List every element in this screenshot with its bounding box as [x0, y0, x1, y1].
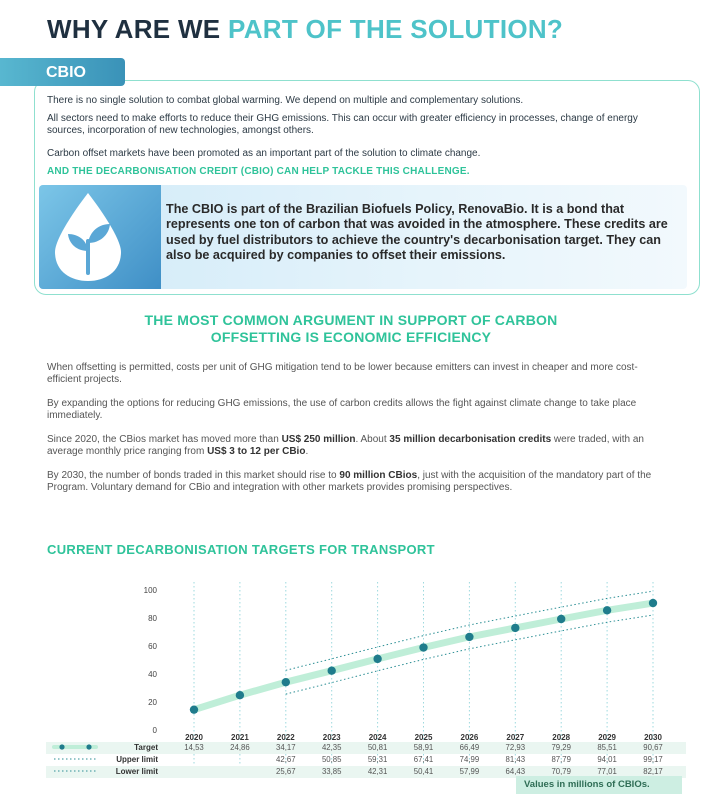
table-cell-value: 34,17	[276, 743, 296, 752]
water-drop-leaf-icon	[55, 193, 121, 281]
target-point	[327, 666, 336, 675]
p3-bold-amount: US$ 250 million	[281, 434, 356, 445]
table-cell-value: 81,43	[506, 755, 526, 764]
table-cell-value: 57,99	[460, 767, 480, 776]
table-cell-value: 74,99	[460, 755, 480, 764]
p3-text-e: were traded, with an average monthly pri…	[47, 434, 644, 457]
table-cell-value: 42,67	[276, 755, 296, 764]
table-cell-value: 42,31	[368, 767, 388, 776]
table-cell-value: 14,53	[184, 743, 204, 752]
p4-text-a: By 2030, the number of bonds traded in t…	[47, 470, 340, 481]
y-tick-label: 80	[148, 614, 157, 623]
x-tick-label: 2026	[461, 733, 479, 742]
table-cell-value: 25,67	[276, 767, 296, 776]
target-point	[648, 598, 658, 608]
argument-heading-line-2: OFFSETTING IS ECONOMIC EFFICIENCY	[210, 329, 492, 345]
table-cell-value: 64,43	[506, 767, 526, 776]
x-tick-label: 2022	[277, 733, 295, 742]
argument-paragraph-2: By expanding the options for reducing GH…	[47, 398, 637, 421]
target-point	[419, 643, 428, 652]
table-cell-value: 50,81	[368, 743, 388, 752]
table-row-label: Lower limit	[116, 767, 159, 776]
chart-title: CURRENT DECARBONISATION TARGETS FOR TRAN…	[47, 542, 435, 557]
table-cell-value: 90,67	[643, 743, 663, 752]
series-lower-limit-line	[285, 614, 654, 695]
table-cell-value: 67,41	[414, 755, 434, 764]
cbio-paragraph-1: There is no single solution to combat gl…	[47, 95, 524, 106]
title-dark-part: WHY ARE WE	[47, 14, 221, 44]
p3-bold-credits: 35 million decarbonisation credits	[389, 434, 552, 445]
x-tick-label: 2024	[369, 733, 387, 742]
table-row-label: Upper limit	[116, 755, 158, 764]
cbio-highlight: AND THE DECARBONISATION CREDIT (CBIO) CA…	[47, 166, 470, 177]
table-row-target-bg	[46, 742, 686, 754]
target-point	[373, 654, 382, 664]
x-tick-label: 2030	[644, 733, 662, 742]
p3-text-g: .	[305, 446, 309, 457]
target-point	[511, 623, 520, 633]
table-cell-value: 99,17	[643, 755, 663, 764]
table-cell-value: 70,79	[551, 767, 571, 776]
p3-text-a: Since 2020, the CBios market has moved m…	[47, 434, 282, 445]
x-tick-label: 2023	[323, 733, 341, 742]
table-cell-value: 50,85	[322, 755, 342, 764]
x-tick-label: 2028	[552, 733, 570, 742]
argument-paragraph-3: Since 2020, the CBios market has moved m…	[47, 434, 667, 458]
y-tick-label: 40	[148, 670, 157, 679]
table-cell-value: 85,51	[597, 743, 617, 752]
x-tick-label: 2029	[598, 733, 616, 742]
y-tick-label: 0	[153, 726, 158, 735]
table-cell-value: 79,29	[551, 743, 571, 752]
table-cell-value: 72,93	[506, 743, 526, 752]
y-tick-label: 20	[148, 698, 157, 707]
table-cell-value: 58,91	[414, 743, 434, 752]
x-tick-label: 2025	[415, 733, 433, 742]
table-cell-value: 24,86	[230, 743, 250, 752]
argument-paragraph-1: When offsetting is permitted, costs per …	[47, 362, 638, 385]
table-row-lower-bg	[46, 766, 686, 778]
cbio-paragraph-2: All sectors need to make efforts to redu…	[47, 113, 638, 136]
target-point	[602, 606, 612, 615]
table-cell-value: 33,85	[322, 767, 342, 776]
p4-bold-bonds: 90 million CBios	[339, 470, 418, 481]
series-upper-limit-line	[285, 590, 654, 671]
table-cell-value: 66,49	[460, 743, 480, 752]
values-note: Values in millions of CBIOs.	[516, 776, 682, 794]
target-point	[465, 632, 474, 642]
target-point	[189, 705, 199, 714]
cbio-section-border	[34, 80, 700, 295]
table-cell-value: 42,35	[322, 743, 342, 752]
table-cell-value: 77,01	[597, 767, 617, 776]
cbio-tab: CBIO	[0, 58, 125, 86]
page-title: WHY ARE WE PART OF THE SOLUTION?	[47, 14, 563, 45]
x-tick-label: 2020	[185, 733, 203, 742]
target-point	[235, 690, 245, 700]
table-cell-value: 94,01	[597, 755, 617, 764]
argument-heading-line-1: THE MOST COMMON ARGUMENT IN SUPPORT OF C…	[144, 312, 558, 328]
table-cell-value: 87,79	[551, 755, 571, 764]
y-tick-label: 60	[148, 642, 157, 651]
legend-target-marker	[86, 744, 92, 750]
table-row-label: Target	[134, 743, 158, 752]
p3-bold-price: US$ 3 to 12 per CBio	[207, 446, 306, 457]
p3-text-c: . About	[355, 434, 390, 445]
table-cell-value: 50,41	[414, 767, 434, 776]
argument-paragraph-4: By 2030, the number of bonds traded in t…	[47, 470, 667, 494]
x-tick-label: 2021	[231, 733, 249, 742]
target-point	[557, 614, 566, 624]
legend-target-marker	[59, 744, 65, 750]
title-accent-part: PART OF THE SOLUTION?	[227, 14, 564, 44]
table-cell-value: 82,17	[643, 767, 663, 776]
x-tick-label: 2027	[506, 733, 524, 742]
p4-text-c: , just with the acquisition of the manda…	[47, 470, 652, 493]
callout-text: The CBIO is part of the Brazilian Biofue…	[166, 202, 668, 262]
target-point	[281, 677, 290, 687]
y-tick-label: 100	[144, 586, 158, 595]
cbio-paragraph-3: Carbon offset markets have been promoted…	[47, 148, 481, 159]
table-cell-value: 59,31	[368, 755, 388, 764]
